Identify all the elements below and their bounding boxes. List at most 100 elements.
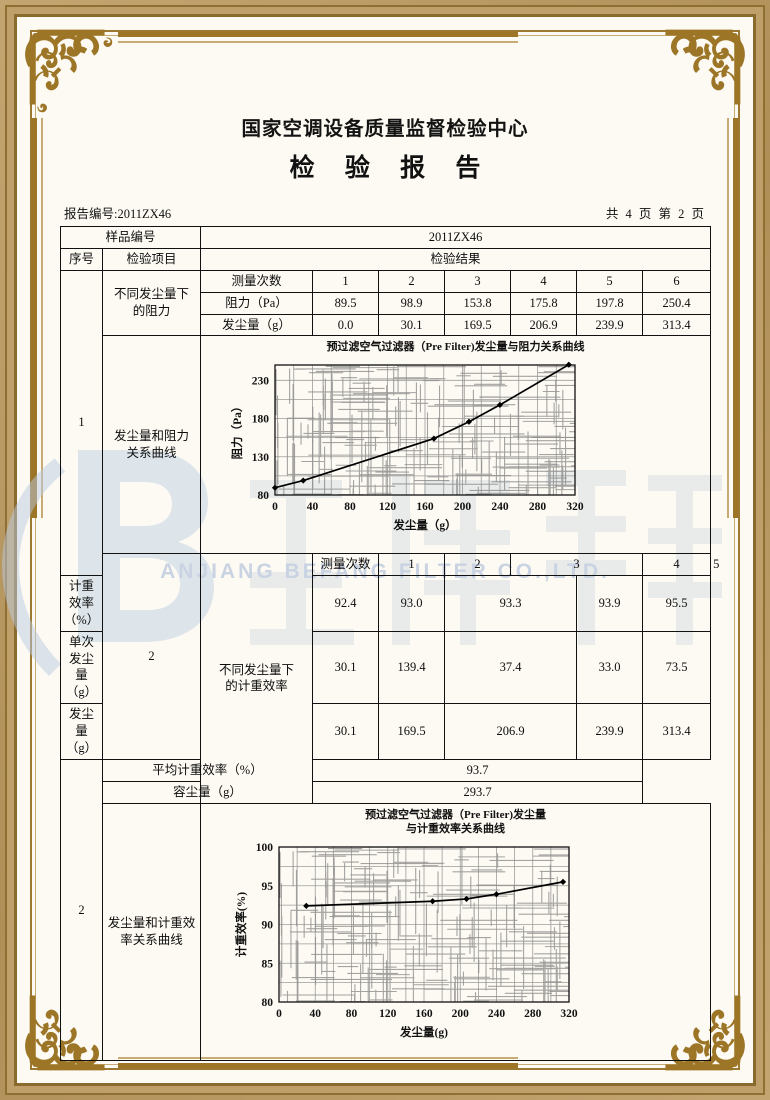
res-val-5: 197.8 [576,291,644,315]
svg-text:发尘量(g): 发尘量(g) [399,1025,448,1039]
efficiency-chart: 0 40 80 120 160 200 240 280 320 80 85 90 95 100 发尘量(g)… [203,839,708,1054]
res-val-3: 153.8 [444,291,512,315]
eff-dust-2: 169.5 [378,703,446,760]
eff-val-3: 93.3 [444,575,578,632]
resistance-dust-row: 发尘量（g） 0.0 30.1 169.5 206.9 239.9 313.4 [61,313,712,337]
svg-text:280: 280 [529,501,547,513]
efficiency-chart-title: 预过滤空气过滤器（Pre Filter)发尘量 与计重效率关系曲线 [203,808,708,838]
resistance-chart-row: 发尘量和阻力 关系曲线 预过滤空气过滤器（Pre Filter)发尘量与阻力关系曲… [61,335,712,555]
svg-text:阻力（Pa）: 阻力（Pa） [230,401,244,460]
sdust-5: 73.5 [642,630,712,705]
sdust-2: 139.4 [378,630,446,705]
svg-text:100: 100 [256,842,274,854]
svg-text:280: 280 [524,1008,542,1020]
svg-text:80: 80 [262,997,274,1009]
svg-text:230: 230 [252,376,270,388]
resistance-chart: 0 40 80 120 160 200 240 280 320 80 130 180 230 发尘量（g）… [203,357,708,547]
res-measure-2: 2 [378,269,446,293]
res-measure-1: 1 [312,269,380,293]
efficiency-chart-cell: 预过滤空气过滤器（Pre Filter)发尘量 与计重效率关系曲线 0 40 80 1… [200,802,712,1062]
res-measure-6: 6 [642,269,712,293]
eff-val-1: 92.4 [312,575,380,632]
efficiency-chart-row: 发尘量和计重效 率关系曲线 预过滤空气过滤器（Pre Filter)发尘量 与计重… [61,802,712,1062]
report-meta: 报告编号:2011ZX46 共 4 页 第 2 页 [60,203,710,224]
svg-text:180: 180 [252,414,270,426]
svg-text:320: 320 [560,1008,578,1020]
svg-text:80: 80 [344,501,356,513]
col-seq-header: 序号 [60,247,103,271]
res-measure-3: 3 [444,269,512,293]
svg-text:240: 240 [488,1008,506,1020]
svg-text:95: 95 [262,881,274,893]
eff-measure-1: 1 [378,553,446,577]
svg-text:90: 90 [262,920,274,932]
svg-text:0: 0 [272,501,278,513]
eff-measure-3: 3 [510,553,644,577]
report-content: 国家空调设备质量监督检验中心 检 验 报 告 报告编号:2011ZX46 共 4… [59,60,719,1062]
svg-text:130: 130 [252,452,270,464]
svg-text:85: 85 [262,959,274,971]
svg-text:200: 200 [454,501,472,513]
efficiency-dust-row: 发尘量（g） 30.1 169.5 206.9 239.9 313.4 [60,703,712,760]
res-val-1: 89.5 [312,291,380,315]
svg-text:80: 80 [346,1008,358,1020]
row-seq-2b: 2 [60,758,103,1062]
single-dust-label: 单次发尘量（g） [60,630,103,705]
resistance-chart-title: 预过滤空气过滤器（Pre Filter)发尘量与阻力关系曲线 [326,341,585,354]
sdust-4: 33.0 [576,630,644,705]
sample-row: 样品编号 2011ZX46 [59,226,712,249]
sample-label: 样品编号 [59,226,202,249]
res-measure-4: 4 [510,269,578,293]
report-number-label: 报告编号: [64,207,118,221]
eff-dust-1: 30.1 [312,703,380,760]
svg-text:80: 80 [258,490,270,502]
res-val-6: 250.4 [642,291,712,315]
measure-label-2: 测量次数 [312,553,380,577]
capacity-value: 293.7 [312,780,644,804]
res-dust-5: 239.9 [576,313,644,337]
row-seq-2: 2 [101,553,202,760]
svg-text:40: 40 [307,501,319,513]
measure-label-1: 测量次数 [200,269,314,293]
resistance-value-row: 阻力（Pa） 89.5 98.9 153.8 175.8 197.8 250.4 [61,291,712,315]
svg-text:计重效率(%): 计重效率(%) [234,892,248,957]
resistance-label: 阻力（Pa） [200,291,314,315]
sdust-1: 30.1 [312,630,380,705]
eff-val-2: 93.0 [378,575,446,632]
efficiency-label: 计重效率（%） [60,575,103,632]
avg-efficiency-value: 93.7 [312,758,644,782]
eff-val-5: 95.5 [642,575,712,632]
column-header-row: 序号 检验项目 检验结果 [60,247,712,271]
report-table: 样品编号 2011ZX46 序号 检验项目 检验结果 1 不同发尘量下 的阻力 测… [59,226,719,1062]
eff-dust-5: 313.4 [642,703,712,760]
dust-label-1: 发尘量（g） [200,313,314,337]
eff-val-4: 93.9 [576,575,644,632]
single-dust-row: 单次发尘量（g） 30.1 139.4 37.4 33.0 73.5 [60,630,712,705]
svg-text:240: 240 [491,501,509,513]
resistance-chart-cell: 预过滤空气过滤器（Pre Filter)发尘量与阻力关系曲线 0 40 80 120 1… [200,335,712,555]
item-efficiency-curve: 发尘量和计重效 率关系曲线 [101,802,202,1062]
dust-label-2: 发尘量（g） [60,703,103,760]
svg-text:0: 0 [276,1008,282,1020]
efficiency-chart-title-line1: 预过滤空气过滤器（Pre Filter)发尘量 [365,808,547,821]
col-result-header: 检验结果 [200,247,712,271]
efficiency-value-row: 计重效率（%） 92.4 93.0 93.3 93.9 95.5 [60,575,712,632]
svg-text:200: 200 [452,1008,470,1020]
svg-text:120: 120 [379,1008,397,1020]
res-dust-1: 0.0 [312,313,380,337]
resistance-measure-row: 1 不同发尘量下 的阻力 测量次数 1 2 3 4 5 6 [60,269,712,577]
res-measure-5: 5 [576,269,644,293]
page-info: 共 4 页 第 2 页 [605,207,706,221]
sdust-3: 37.4 [444,630,578,705]
res-val-2: 98.9 [378,291,446,315]
capacity-label: 容尘量（g） [101,780,314,804]
res-dust-6: 313.4 [642,313,712,337]
svg-text:160: 160 [416,501,434,513]
item-resistance-curve: 发尘量和阻力 关系曲线 [101,335,202,555]
svg-text:160: 160 [415,1008,433,1020]
document-title: 检 验 报 告 [289,155,493,182]
eff-dust-3: 206.9 [444,703,578,760]
report-number: 报告编号:2011ZX46 [64,203,171,222]
